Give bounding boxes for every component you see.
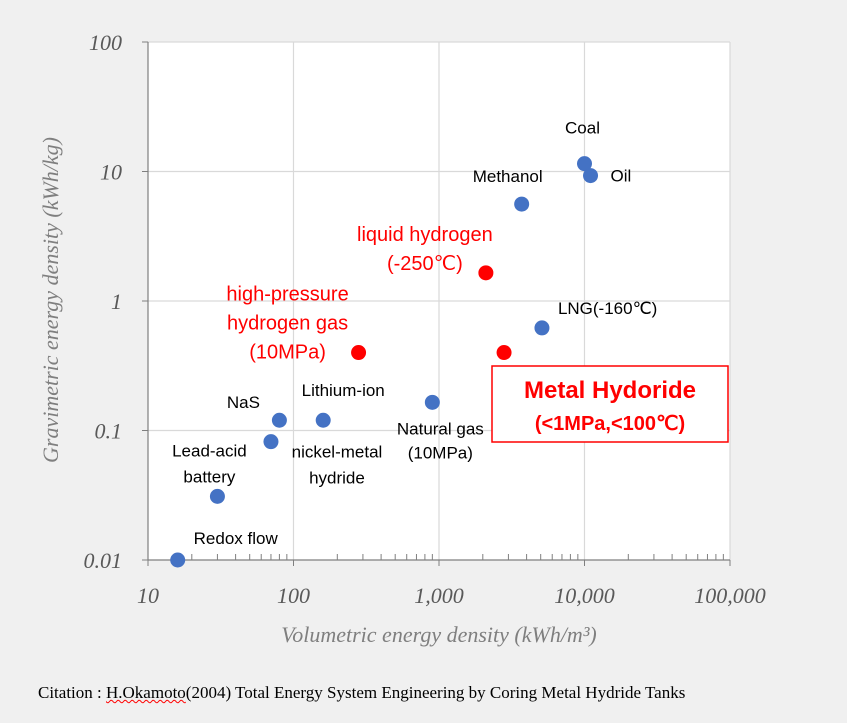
- data-point: [209, 488, 225, 504]
- data-point: [351, 345, 367, 361]
- callout-title: Metal Hydoride: [524, 377, 696, 404]
- callout-box: [491, 365, 729, 443]
- citation-rest: (2004) Total Energy System Engineering b…: [185, 683, 686, 702]
- data-points: [170, 156, 599, 568]
- point-label: nickel-metal hydride: [292, 443, 383, 488]
- y-tick-label: 0.01: [84, 548, 123, 573]
- point-label: Coal: [565, 119, 600, 138]
- y-tick-label: 10: [100, 160, 122, 185]
- citation-prefix: Citation :: [38, 683, 106, 702]
- data-point: [496, 345, 512, 361]
- point-label: Natural gas (10MPa): [397, 419, 484, 462]
- data-point: [424, 394, 440, 410]
- point-label: Oil: [611, 167, 632, 186]
- callout-subtitle: (<1MPa,<100℃): [535, 413, 685, 435]
- x-tick-label: 100: [277, 583, 310, 608]
- point-label: liquid hydrogen (-250℃): [357, 224, 493, 275]
- data-point: [534, 320, 550, 336]
- y-tick-label: 1: [111, 289, 122, 314]
- x-tick-label: 1,000: [414, 583, 464, 608]
- scatter-chart: 10 100 1,000 10,000 100,000 0.01 0.1 1 10 100 Vo…: [38, 30, 766, 647]
- x-axis-title: Volumetric energy density (kWh/m³): [281, 622, 597, 647]
- grid: [148, 41, 731, 560]
- point-label: Lead-acid battery: [172, 441, 247, 486]
- y-axis-title: Gravimetric energy density (kWh/kg): [38, 137, 63, 463]
- point-label: Lithium-ion: [302, 381, 385, 400]
- data-point: [263, 434, 279, 450]
- point-label: Redox flow: [194, 529, 279, 548]
- x-tick-label: 100,000: [694, 583, 766, 608]
- data-point: [577, 156, 592, 172]
- data-point: [478, 265, 494, 281]
- citation-author: H.Okamoto: [106, 683, 186, 702]
- point-label: LNG(-160℃): [558, 299, 657, 318]
- data-point: [271, 412, 287, 428]
- point-labels: Coal Oil Methanol LNG(-160℃) Natural gas (10M…: [172, 119, 657, 548]
- point-label: Methanol: [473, 167, 543, 186]
- axis-ticks: [142, 41, 731, 566]
- data-point: [514, 196, 530, 212]
- data-point: [315, 412, 331, 428]
- x-tick-label: 10: [137, 583, 159, 608]
- data-point: [170, 552, 186, 568]
- x-tick-label: 10,000: [554, 583, 615, 608]
- point-label: NaS: [227, 393, 260, 412]
- y-tick-label: 100: [89, 30, 122, 55]
- y-tick-labels: 0.01 0.1 1 10 100: [84, 30, 123, 573]
- data-point: [583, 168, 599, 184]
- metal-hydride-callout: Metal Hydoride (<1MPa,<100℃): [491, 365, 729, 443]
- citation: Citation : H.Okamoto(2004) Total Energy …: [38, 683, 685, 703]
- x-tick-labels: 10 100 1,000 10,000 100,000: [137, 583, 766, 608]
- point-label: high-pressure hydrogen gas (10MPa): [226, 284, 348, 364]
- y-tick-label: 0.1: [95, 419, 123, 444]
